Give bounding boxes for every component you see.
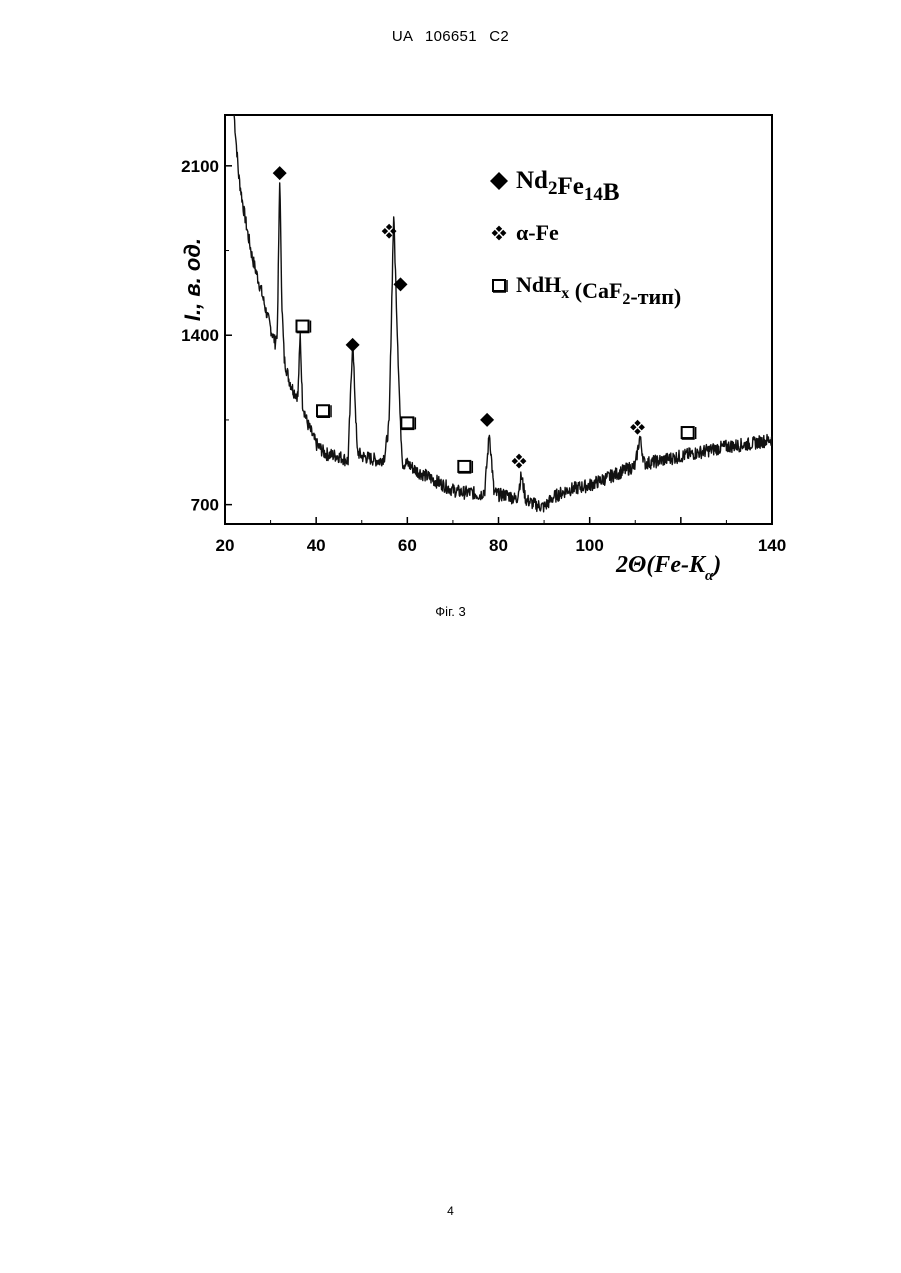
legend-marker xyxy=(493,280,507,292)
legend-marker xyxy=(490,172,508,190)
x-tick-label: 20 xyxy=(216,536,235,555)
legend-label: NdHx (CaF2-тип) xyxy=(516,272,681,309)
legend-item: Nd2Fe14B xyxy=(490,167,620,206)
x-tick-label: 140 xyxy=(758,536,786,555)
xrd-chart: 20 40 60 80 100 140 700 1400 2100 I., в. од. 2Θ(Fe… xyxy=(140,100,800,600)
page-number: 4 xyxy=(0,1204,901,1218)
patent-header: UA 106651 C2 xyxy=(0,28,901,45)
x-tick-label: 40 xyxy=(307,536,326,555)
x-tick-label: 80 xyxy=(489,536,508,555)
peak-marker-open-square xyxy=(458,461,472,473)
peak-marker-filled-diamond xyxy=(273,166,287,180)
xrd-pattern-line xyxy=(234,115,772,512)
legend-item: α-Fe xyxy=(492,220,559,245)
peak-marker-open-square xyxy=(296,321,310,333)
x-tick-label: 100 xyxy=(575,536,603,555)
peak-marker-four-diamond-cluster xyxy=(512,454,527,469)
figure: 20 40 60 80 100 140 700 1400 2100 I., в. од. 2Θ(Fe… xyxy=(140,100,800,600)
peak-marker-open-square xyxy=(317,405,331,417)
peak-marker-filled-diamond xyxy=(346,338,360,352)
x-tick-label: 60 xyxy=(398,536,417,555)
legend-marker xyxy=(492,226,507,241)
y-tick-label: 1400 xyxy=(181,326,219,345)
peak-marker-open-square xyxy=(682,427,696,439)
x-axis-label: 2Θ(Fe-Kα) xyxy=(615,552,721,584)
peak-marker-four-diamond-cluster xyxy=(630,420,645,435)
peak-marker-open-square xyxy=(401,417,415,429)
legend-label: Nd2Fe14B xyxy=(516,167,620,206)
peak-marker-filled-diamond xyxy=(480,413,494,427)
y-tick-label: 2100 xyxy=(181,157,219,176)
y-tick-label: 700 xyxy=(191,496,219,515)
legend-label: α-Fe xyxy=(516,220,559,245)
figure-caption: Фіг. 3 xyxy=(0,604,901,619)
legend-item: NdHx (CaF2-тип) xyxy=(493,272,681,309)
y-axis-label: I., в. од. xyxy=(180,238,205,321)
